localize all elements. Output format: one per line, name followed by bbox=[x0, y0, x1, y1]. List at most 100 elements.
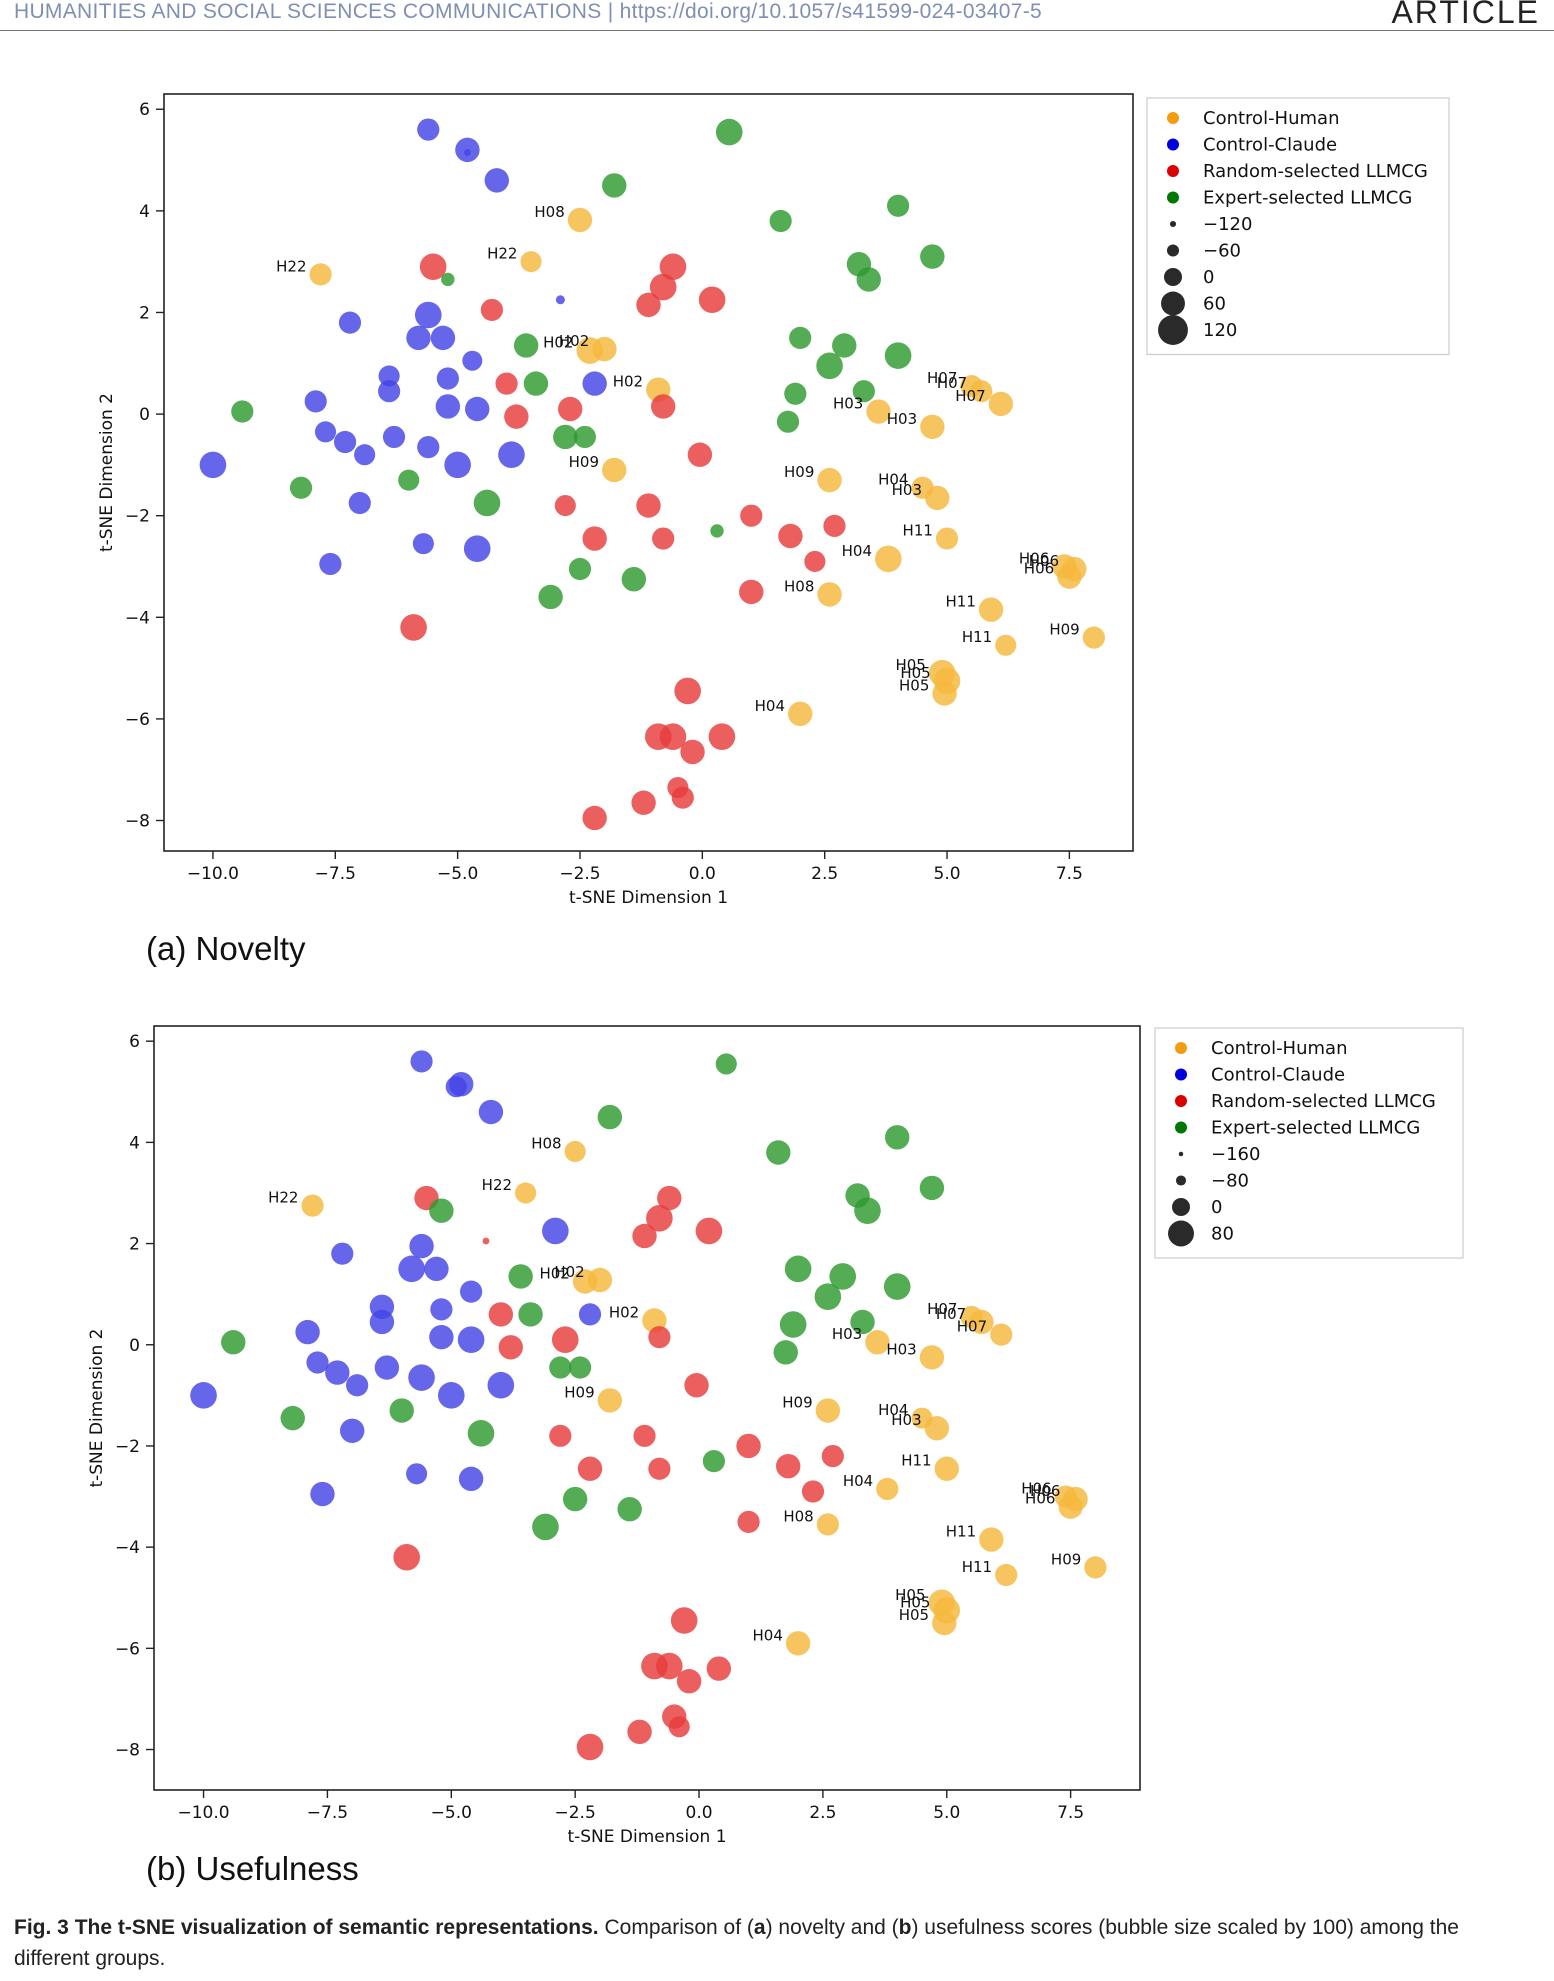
point-control-human bbox=[301, 1194, 324, 1217]
point-control-human bbox=[592, 336, 617, 362]
x-tick-label: −5.0 bbox=[431, 1803, 472, 1823]
journal-running-head: HUMANITIES AND SOCIAL SCIENCES COMMUNICA… bbox=[14, 0, 1042, 23]
point-random-selected-llmcg bbox=[632, 1223, 657, 1249]
point-control-claude bbox=[460, 1280, 483, 1303]
point-random-selected-llmcg bbox=[776, 1453, 801, 1479]
point-label: H07 bbox=[927, 369, 957, 387]
y-tick-label: 2 bbox=[129, 1235, 140, 1255]
point-expert-selected-llmcg bbox=[523, 371, 549, 396]
point-random-selected-llmcg bbox=[670, 1607, 698, 1634]
point-label: H03 bbox=[887, 410, 917, 428]
point-label: H02 bbox=[613, 373, 643, 391]
x-tick-label: 0.0 bbox=[686, 1803, 713, 1823]
point-control-human bbox=[932, 1610, 957, 1636]
point-control-human bbox=[875, 545, 902, 573]
x-tick-label: 0.0 bbox=[689, 864, 716, 884]
point-random-selected-llmcg bbox=[659, 723, 687, 750]
x-tick-label: 5.0 bbox=[933, 1803, 960, 1823]
point-control-claude bbox=[462, 350, 483, 371]
point-random-selected-llmcg bbox=[650, 394, 676, 419]
point-random-selected-llmcg bbox=[821, 1444, 844, 1468]
point-label: H09 bbox=[569, 453, 599, 471]
point-control-human bbox=[515, 1182, 537, 1204]
point-control-claude bbox=[458, 1466, 484, 1492]
legend-marker-control-claude bbox=[1167, 138, 1179, 151]
legend-label-control-claude: Control-Claude bbox=[1211, 1065, 1345, 1086]
point-control-claude bbox=[346, 1374, 369, 1397]
point-expert-selected-llmcg bbox=[884, 342, 912, 369]
point-expert-selected-llmcg bbox=[885, 1125, 910, 1150]
point-expert-selected-llmcg bbox=[398, 469, 420, 491]
point-control-claude bbox=[414, 301, 442, 329]
point-label: H06 bbox=[1024, 560, 1054, 578]
y-tick-label: 4 bbox=[139, 202, 150, 222]
point-label: H06 bbox=[1021, 1480, 1051, 1498]
legend-size-marker bbox=[1175, 1175, 1187, 1186]
point-control-claude bbox=[457, 1326, 485, 1353]
point-label: H06 bbox=[1029, 552, 1059, 570]
point-label: H09 bbox=[1051, 1550, 1081, 1568]
point-expert-selected-llmcg bbox=[773, 1340, 798, 1365]
point-label: H02 bbox=[539, 1265, 569, 1283]
point-label: H22 bbox=[487, 245, 517, 263]
point-random-selected-llmcg bbox=[636, 292, 661, 318]
legend-size-marker bbox=[1168, 1220, 1194, 1247]
legend-size-label: 120 bbox=[1203, 320, 1237, 341]
point-control-claude bbox=[417, 435, 440, 459]
point-random-selected-llmcg bbox=[582, 526, 607, 551]
point-expert-selected-llmcg bbox=[814, 1283, 842, 1310]
point-control-claude bbox=[430, 325, 456, 351]
point-random-selected-llmcg bbox=[804, 550, 826, 572]
point-label: H11 bbox=[962, 1558, 992, 1576]
point-label: H05 bbox=[900, 664, 930, 682]
point-label: H04 bbox=[753, 1626, 783, 1644]
point-expert-selected-llmcg bbox=[473, 489, 501, 517]
caption-title: The t-SNE visualization of semantic repr… bbox=[74, 1916, 599, 1939]
point-control-claude bbox=[465, 396, 490, 422]
point-expert-selected-llmcg bbox=[886, 194, 910, 217]
point-control-human bbox=[988, 391, 1014, 417]
legend-box bbox=[1154, 1027, 1464, 1259]
point-control-claude bbox=[354, 444, 376, 466]
point-expert-selected-llmcg bbox=[549, 1356, 572, 1379]
legend-size-label: −120 bbox=[1203, 214, 1252, 235]
point-random-selected-llmcg bbox=[504, 404, 529, 429]
point-control-claude bbox=[339, 1418, 365, 1443]
y-tick-label: −4 bbox=[115, 1538, 140, 1558]
point-expert-selected-llmcg bbox=[856, 267, 881, 292]
point-random-selected-llmcg bbox=[657, 1185, 682, 1211]
point-control-human bbox=[815, 1398, 841, 1423]
point-control-human bbox=[520, 251, 542, 273]
x-tick-label: 7.5 bbox=[1057, 1803, 1084, 1823]
legend-size-marker bbox=[1178, 1151, 1184, 1157]
point-expert-selected-llmcg bbox=[429, 1198, 454, 1223]
y-tick-label: −4 bbox=[125, 608, 150, 628]
legend-label-control-claude: Control-Claude bbox=[1203, 135, 1337, 156]
point-control-claude bbox=[304, 390, 327, 413]
point-expert-selected-llmcg bbox=[518, 1302, 543, 1327]
point-control-human bbox=[785, 1631, 811, 1656]
point-control-human bbox=[597, 1388, 623, 1413]
point-control-human bbox=[969, 1309, 994, 1335]
y-tick-label: −2 bbox=[125, 507, 150, 527]
point-control-claude bbox=[199, 451, 227, 479]
point-random-selected-llmcg bbox=[631, 790, 656, 815]
point-expert-selected-llmcg bbox=[508, 1264, 533, 1289]
point-random-selected-llmcg bbox=[740, 504, 763, 527]
legend-size-label: 0 bbox=[1211, 1197, 1222, 1218]
point-expert-selected-llmcg bbox=[829, 1263, 857, 1290]
point-control-human bbox=[924, 1416, 950, 1441]
point-random-selected-llmcg bbox=[582, 805, 607, 831]
legend-box bbox=[1146, 97, 1450, 356]
point-random-selected-llmcg bbox=[739, 579, 764, 605]
point-control-claude bbox=[430, 1298, 453, 1321]
legend-size-marker bbox=[1169, 220, 1177, 228]
point-control-human bbox=[602, 457, 627, 483]
point-random-selected-llmcg bbox=[495, 372, 518, 395]
point-random-selected-llmcg bbox=[695, 1217, 723, 1245]
x-axis-label: t-SNE Dimension 1 bbox=[567, 1827, 726, 1847]
legend-label-random-selected-llmcg: Random-selected LLMCG bbox=[1203, 161, 1428, 182]
point-control-claude bbox=[424, 1256, 449, 1282]
point-random-selected-llmcg bbox=[636, 493, 661, 518]
point-control-claude bbox=[338, 311, 362, 334]
